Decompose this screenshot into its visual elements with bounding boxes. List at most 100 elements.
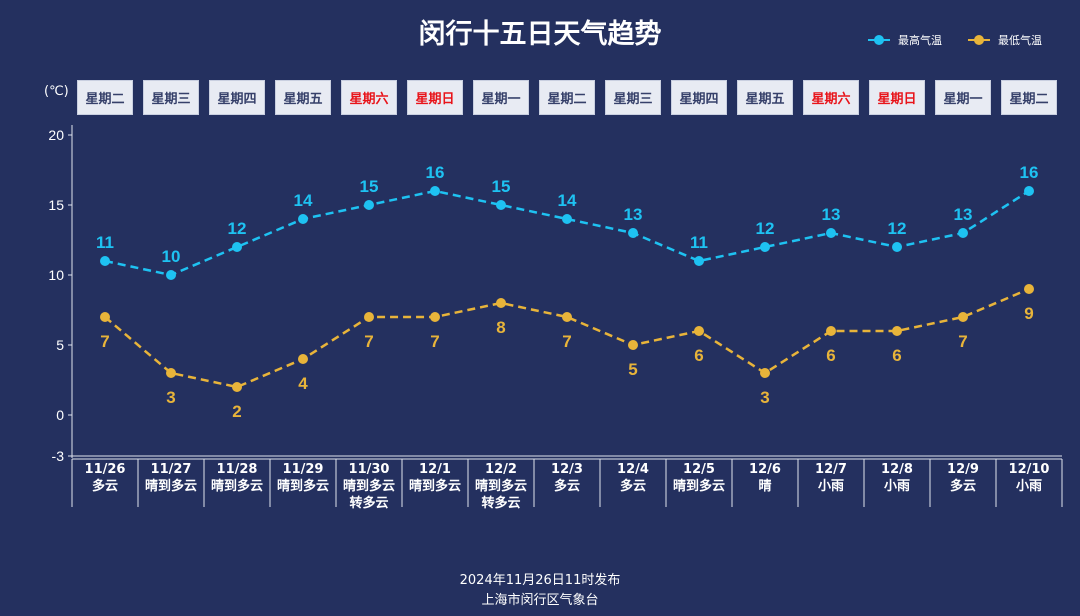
date-cell: 12/8 小雨	[864, 461, 930, 495]
data-point-high	[892, 242, 902, 252]
date-cell: 12/4 多云	[600, 461, 666, 495]
data-label-high: 16	[1020, 163, 1039, 182]
data-point-low	[958, 312, 968, 322]
data-point-high	[958, 228, 968, 238]
data-label-low: 7	[364, 332, 373, 351]
data-point-low	[166, 368, 176, 378]
data-point-low	[1024, 284, 1034, 294]
weekday-label: 星期四	[209, 80, 265, 115]
data-point-low	[496, 298, 506, 308]
date-label: 12/7	[815, 462, 847, 477]
date-label: 12/5	[683, 462, 715, 477]
weekday-label: 星期三	[605, 80, 661, 115]
data-label-high: 14	[558, 191, 577, 210]
weather-label: 晴到多云	[408, 479, 461, 494]
date-cell: 12/9 多云	[930, 461, 996, 495]
data-label-low: 7	[430, 332, 439, 351]
data-point-high	[364, 200, 374, 210]
y-tick-label: 10	[48, 267, 64, 283]
data-label-high: 12	[228, 219, 247, 238]
data-point-high	[760, 242, 770, 252]
data-label-low: 7	[958, 332, 967, 351]
date-cell: 12/6 晴	[732, 461, 798, 495]
date-label: 11/27	[150, 462, 192, 477]
data-label-low: 8	[496, 318, 505, 337]
data-point-low	[430, 312, 440, 322]
date-label: 12/1	[419, 462, 451, 477]
data-label-low: 4	[298, 374, 308, 393]
data-point-high	[100, 256, 110, 266]
y-tick-label: 20	[48, 127, 64, 143]
weather-label: 多云	[553, 479, 580, 494]
data-label-low: 6	[826, 346, 835, 365]
data-label-low: 3	[166, 388, 175, 407]
legend-item-high[interactable]: 最高气温	[868, 32, 942, 48]
weekday-label: 星期三	[143, 80, 199, 115]
weather-label: 晴到多云	[474, 479, 527, 494]
weather-label: 晴到多云	[144, 479, 197, 494]
data-label-high: 11	[96, 233, 114, 252]
weekday-label: 星期二	[77, 80, 133, 115]
weather-label: 小雨	[817, 479, 844, 494]
data-point-low	[562, 312, 572, 322]
series-line-high	[104, 189, 1030, 277]
weather-label: 多云	[619, 479, 646, 494]
weather-label: 晴到多云	[342, 479, 395, 494]
data-point-low	[760, 368, 770, 378]
weather-label: 多云	[91, 479, 118, 494]
weather-label: 转多云	[481, 496, 521, 511]
data-label-high: 16	[426, 163, 445, 182]
data-point-low	[298, 354, 308, 364]
legend-marker-low	[968, 35, 990, 45]
data-point-low	[628, 340, 638, 350]
data-label-high: 13	[954, 205, 973, 224]
data-label-high: 12	[888, 219, 907, 238]
weather-label: 晴	[758, 479, 772, 494]
date-label: 12/4	[617, 462, 649, 477]
weekday-label: 星期六	[803, 80, 859, 115]
data-label-high: 13	[624, 205, 643, 224]
data-point-low	[100, 312, 110, 322]
data-point-low	[232, 382, 242, 392]
publisher: 上海市闵行区气象台	[481, 593, 599, 608]
weather-label: 转多云	[349, 496, 389, 511]
date-cell: 12/2 晴到多云 转多云	[468, 461, 534, 512]
publish-time: 2024年11月26日11时发布	[459, 573, 621, 588]
data-point-high	[1024, 186, 1034, 196]
data-label-low: 6	[892, 346, 901, 365]
weekday-label: 星期五	[737, 80, 793, 115]
data-label-high: 10	[162, 247, 181, 266]
date-cell: 11/30 晴到多云转多云	[336, 461, 402, 512]
weather-label: 晴到多云	[672, 479, 725, 494]
weather-label: 多云	[949, 479, 976, 494]
chart-title: 闵行十五日天气趋势	[418, 19, 662, 50]
date-cell: 12/1 晴到多云	[402, 461, 468, 495]
y-axis-unit: (℃)	[44, 84, 69, 99]
data-point-high	[496, 200, 506, 210]
data-point-high	[826, 228, 836, 238]
data-point-high	[232, 242, 242, 252]
date-label: 12/10	[1008, 462, 1050, 477]
legend-label-low: 最低气温	[998, 34, 1042, 47]
data-label-high: 11	[690, 233, 708, 252]
y-tick-label: 5	[56, 337, 64, 353]
data-point-low	[826, 326, 836, 336]
data-label-low: 6	[694, 346, 703, 365]
legend-item-low[interactable]: 最低气温	[968, 32, 1042, 48]
date-label: 11/30	[348, 462, 390, 477]
footer: 2024年11月26日11时发布 上海市闵行区气象台	[0, 571, 1080, 611]
data-label-low: 9	[1024, 304, 1033, 323]
date-label: 12/3	[551, 462, 583, 477]
date-cell: 11/27 晴到多云	[138, 461, 204, 495]
weather-label: 小雨	[1015, 479, 1042, 494]
weekday-label: 星期一	[935, 80, 991, 115]
date-label: 11/29	[282, 462, 324, 477]
data-label-high: 15	[360, 177, 379, 196]
weekday-label: 星期日	[869, 80, 925, 115]
weekday-label: 星期二	[1001, 80, 1057, 115]
data-label-high: 12	[756, 219, 775, 238]
weekday-label: 星期一	[473, 80, 529, 115]
y-tick-label: -3	[52, 448, 65, 464]
weekday-label: 星期二	[539, 80, 595, 115]
